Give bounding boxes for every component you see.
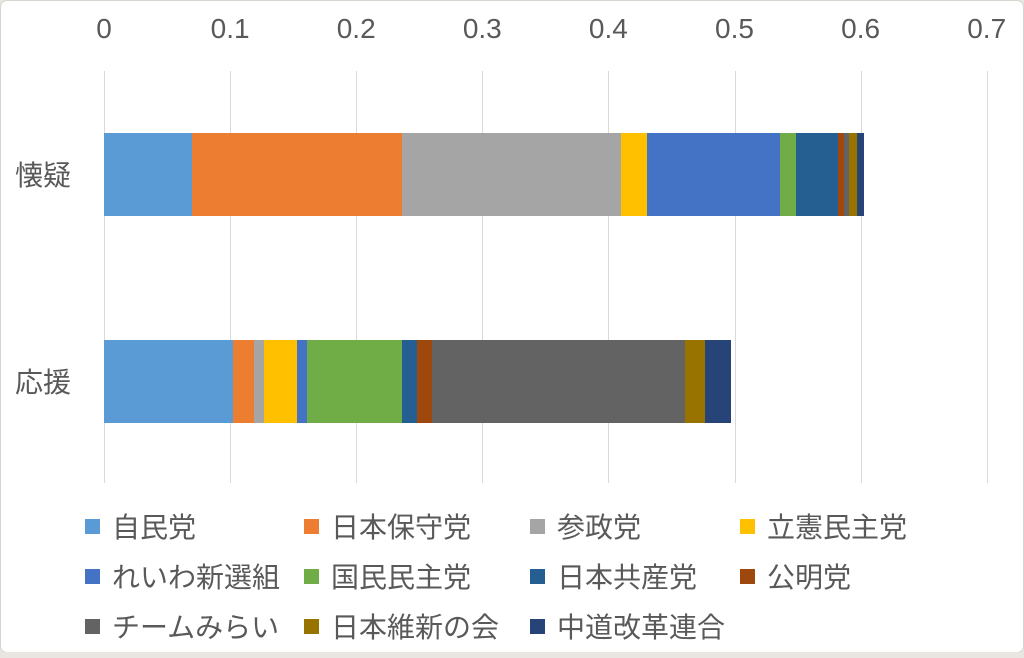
legend-swatch <box>304 568 319 584</box>
category-label: 懐疑 <box>15 160 72 191</box>
legend-label: 日本保守党 <box>331 512 472 543</box>
bar-segment <box>104 132 193 216</box>
bar-segment <box>401 339 417 423</box>
legend-label: 参政党 <box>557 512 642 543</box>
bar-segment <box>779 132 797 216</box>
legend-label: 中道改革連合 <box>557 612 726 643</box>
x-axis-tick-label: 0.6 <box>841 13 881 44</box>
legend-swatch <box>740 518 755 534</box>
x-axis-tick-label: 0.3 <box>462 13 502 44</box>
legend-swatch <box>530 618 545 634</box>
legend-item: 日本保守党 <box>304 506 471 546</box>
legend-item: 日本共産党 <box>530 556 697 596</box>
legend-swatch <box>85 518 100 534</box>
legend-item: 日本維新の会 <box>304 606 499 646</box>
legend-swatch <box>85 618 100 634</box>
x-axis-tick-label: 0.4 <box>588 13 628 44</box>
legend-label: チームみらい <box>112 612 280 643</box>
bar-segment <box>647 132 780 216</box>
legend-item: 立憲民主党 <box>740 506 907 546</box>
gridline <box>356 71 358 483</box>
bar-segment <box>621 132 648 216</box>
legend-swatch <box>530 518 545 534</box>
bar-segment <box>844 132 850 216</box>
legend-item: 中道改革連合 <box>530 606 725 646</box>
legend-label: 日本維新の会 <box>331 612 500 643</box>
legend-label: れいわ新選組 <box>112 562 281 593</box>
bar-segment <box>232 339 255 423</box>
legend-label: 立憲民主党 <box>767 512 908 543</box>
gridline <box>482 71 484 483</box>
x-axis-tick-label: 0.2 <box>336 13 376 44</box>
bar-segment <box>796 132 838 216</box>
legend-item: れいわ新選組 <box>85 556 280 596</box>
bar-segment <box>401 132 621 216</box>
bar-segment <box>192 132 402 216</box>
bar-segment <box>416 339 432 423</box>
bar-segment <box>296 339 307 423</box>
legend-item: チームみらい <box>85 606 279 646</box>
bar-row <box>1 339 1023 423</box>
bar-segment <box>307 339 402 423</box>
bar-row <box>1 132 1023 216</box>
gridline <box>734 71 736 483</box>
legend-swatch <box>530 568 545 584</box>
legend-item: 国民民主党 <box>304 556 471 596</box>
gridline <box>986 71 988 483</box>
gridline <box>104 71 105 483</box>
legend-swatch <box>304 618 319 634</box>
legend-label: 自民党 <box>112 512 197 543</box>
legend-swatch <box>740 568 755 584</box>
bar-segment <box>837 132 845 216</box>
legend-item: 参政党 <box>530 506 641 546</box>
bar-segment <box>264 339 297 423</box>
x-axis-tick-label: 0.7 <box>967 13 1007 44</box>
gridline <box>608 71 610 483</box>
x-axis-tick-label: 0.1 <box>210 13 250 44</box>
bar-segment <box>705 339 731 423</box>
x-axis-tick-label: 0 <box>96 13 112 44</box>
bar-segment <box>849 132 857 216</box>
legend-label: 日本共産党 <box>557 562 698 593</box>
legend-item: 自民党 <box>85 506 196 546</box>
legend-label: 公明党 <box>767 562 852 593</box>
bar-segment <box>254 339 265 423</box>
gridline <box>230 71 232 483</box>
bar-segment <box>431 339 686 423</box>
legend-swatch <box>304 518 319 534</box>
legend-swatch <box>85 568 100 584</box>
legend-label: 国民民主党 <box>331 562 472 593</box>
page-background-strip <box>0 652 1024 658</box>
category-label: 応援 <box>15 367 72 398</box>
bar-segment <box>685 339 706 423</box>
x-axis-tick-label: 0.5 <box>715 13 754 44</box>
bar-segment <box>856 132 865 216</box>
gridline <box>860 71 862 483</box>
legend-item: 公明党 <box>740 556 851 596</box>
bar-segment <box>104 339 233 423</box>
